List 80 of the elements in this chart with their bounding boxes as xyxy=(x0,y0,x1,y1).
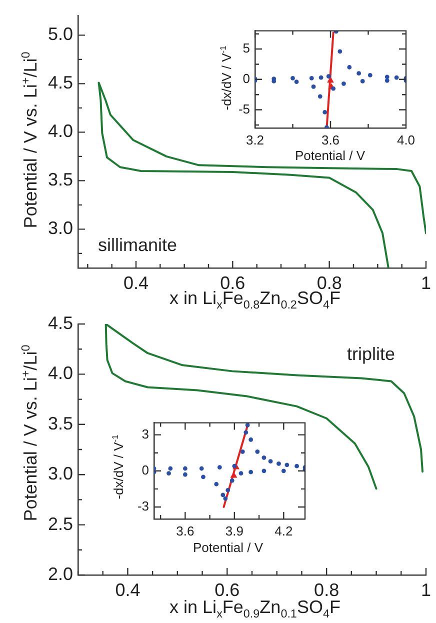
point xyxy=(244,430,248,435)
annotation: triplite xyxy=(347,344,396,364)
x-tick-label: 3.6 xyxy=(321,132,340,148)
point xyxy=(248,437,254,442)
point xyxy=(324,125,329,128)
point xyxy=(168,466,173,471)
x-axis-title: Potential / V xyxy=(294,148,366,163)
point xyxy=(384,78,390,83)
x-tick-label: 0.4 xyxy=(115,580,140,600)
point xyxy=(272,76,276,81)
point xyxy=(182,472,188,477)
point xyxy=(338,49,342,54)
point xyxy=(226,488,230,492)
point xyxy=(360,79,365,84)
annotation: sillimanite xyxy=(98,235,178,255)
y-tick-label: -5 xyxy=(238,101,250,116)
y-tick-label: 3.0 xyxy=(48,218,73,238)
point xyxy=(309,76,314,80)
point xyxy=(318,94,322,99)
y-tick-label: 5 xyxy=(242,40,250,56)
point xyxy=(281,468,286,474)
x-tick-label: 1 xyxy=(420,272,431,293)
point xyxy=(331,86,336,91)
point xyxy=(220,492,226,498)
point xyxy=(318,75,324,80)
point xyxy=(262,468,266,474)
point xyxy=(248,470,254,474)
point xyxy=(342,81,346,86)
point xyxy=(230,478,234,483)
point xyxy=(290,76,295,80)
y-tick-label: 0 xyxy=(242,70,250,86)
point xyxy=(356,71,362,76)
x-axis-title: Potential / V xyxy=(192,540,264,555)
text: x in Li$_{x}$Fe$_{0.9}$Zn$_{0.1}$SO$_{4}$F xyxy=(170,597,340,621)
y-tick-label: 2.5 xyxy=(48,514,73,534)
point xyxy=(238,471,244,476)
y-tick-label: 4.5 xyxy=(48,312,73,333)
y-tick-label: 5.0 xyxy=(48,24,73,44)
x-tick-label: 4.0 xyxy=(396,132,416,148)
point xyxy=(311,84,316,89)
point xyxy=(347,65,352,70)
point xyxy=(201,474,206,480)
point xyxy=(268,459,273,464)
x-tick-label: 3.2 xyxy=(246,132,264,148)
point xyxy=(240,449,245,454)
point xyxy=(245,423,250,428)
point xyxy=(262,455,266,460)
y-tick-label: 4.5 xyxy=(48,72,73,93)
point xyxy=(322,110,328,114)
point xyxy=(294,80,299,84)
x-tick-label: 0.8 xyxy=(314,580,340,600)
point xyxy=(232,464,237,468)
point xyxy=(326,74,331,79)
x-tick-label: 0.6 xyxy=(214,580,240,600)
point xyxy=(223,496,228,501)
point xyxy=(394,75,399,80)
point xyxy=(368,72,372,78)
y-tick-label: 4.0 xyxy=(48,363,73,384)
point xyxy=(384,74,390,80)
point xyxy=(276,461,281,466)
x-tick-label: 4.2 xyxy=(274,523,293,538)
point xyxy=(255,449,260,454)
point xyxy=(217,465,222,470)
x-tick-label: 3.9 xyxy=(225,523,244,538)
y-tick-label: 3.5 xyxy=(48,170,73,190)
point xyxy=(294,464,299,468)
y-tick-label: -3 xyxy=(137,498,149,514)
point xyxy=(214,482,219,486)
point xyxy=(199,466,204,471)
y-tick-label: 3.0 xyxy=(48,464,73,484)
y-tick-label: 2.0 xyxy=(48,564,73,584)
point xyxy=(284,462,290,468)
y-tick-label: 0 xyxy=(142,462,149,478)
x-tick-label: 0.4 xyxy=(123,272,149,293)
y-tick-label: 3 xyxy=(142,426,149,442)
point xyxy=(166,471,171,476)
point xyxy=(182,466,188,471)
x-tick-label: 1 xyxy=(420,580,431,600)
x-tick-label: 3.6 xyxy=(176,523,194,538)
y-tick-label: 3.5 xyxy=(48,413,73,434)
